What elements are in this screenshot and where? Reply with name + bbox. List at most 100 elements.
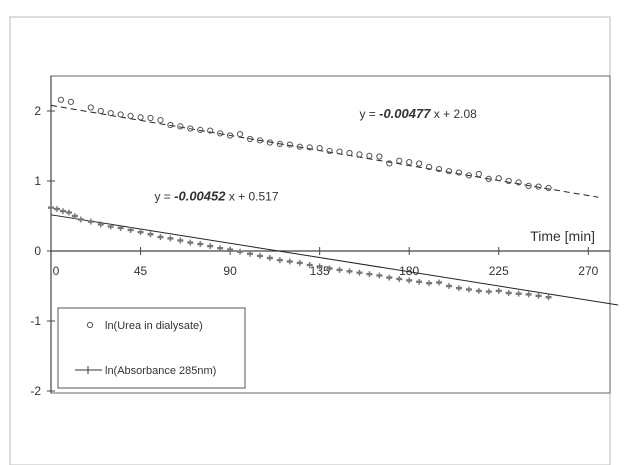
data-point-urea (306, 144, 313, 151)
data-point-urea (67, 98, 75, 106)
data-point-urea (336, 148, 343, 155)
data-point-absorbance (346, 268, 353, 275)
data-point-urea (147, 114, 154, 122)
data-point-absorbance (187, 239, 194, 246)
data-point-urea (545, 184, 552, 192)
x-tick-label: 270 (578, 264, 598, 278)
data-point-absorbance (446, 283, 452, 289)
data-point-absorbance (147, 231, 154, 238)
data-point-absorbance (256, 252, 263, 259)
x-tick-label: 45 (134, 264, 148, 278)
data-point-absorbance (217, 245, 224, 252)
x-tick-label: 225 (489, 264, 509, 278)
data-point-absorbance (197, 241, 204, 247)
data-point-absorbance (416, 278, 423, 285)
data-point-absorbance (59, 208, 66, 215)
data-point-absorbance (65, 209, 72, 216)
data-point-urea (57, 96, 65, 103)
y-tick-label: 0 (34, 244, 41, 258)
data-points (48, 96, 552, 301)
y-tick-label: 2 (34, 104, 41, 118)
data-point-absorbance (53, 206, 60, 212)
data-point-absorbance (137, 229, 144, 236)
data-point-urea (87, 104, 94, 111)
equation-annotations: y = -0.00477 x + 2.08 y = -0.00452 x + 0.… (154, 106, 477, 204)
data-point-urea (167, 121, 174, 129)
y-tick-label: 1 (34, 174, 41, 188)
data-point-urea (266, 139, 273, 146)
data-point-absorbance (87, 218, 94, 225)
data-point-absorbance (167, 235, 174, 242)
x-tick-label: 180 (399, 264, 419, 278)
data-point-absorbance (207, 243, 214, 250)
data-point-urea (137, 114, 144, 121)
data-point-urea (495, 175, 502, 182)
data-point-urea (326, 147, 333, 154)
y-tick-label: -2 (30, 384, 41, 398)
legend-box (57, 307, 246, 389)
data-point-absorbance (455, 285, 462, 292)
data-point-absorbance (485, 288, 492, 295)
data-point-urea (465, 172, 472, 179)
data-point-urea (187, 125, 194, 132)
data-point-urea (227, 132, 234, 139)
data-point-absorbance (495, 287, 502, 294)
data-point-absorbance (386, 274, 393, 281)
x-tick-label: 135 (310, 264, 330, 278)
data-point-urea (535, 183, 542, 190)
data-point-urea (515, 179, 522, 186)
data-point-urea (107, 110, 114, 117)
data-point-absorbance (266, 255, 273, 261)
data-point-urea (406, 159, 413, 166)
data-point-urea (485, 175, 492, 182)
data-point-urea (416, 160, 423, 167)
data-point-urea (525, 182, 532, 189)
data-point-absorbance (396, 276, 403, 282)
x-tick-label: 90 (223, 264, 237, 278)
data-point-absorbance (117, 224, 124, 231)
data-point-urea (316, 145, 323, 152)
data-point-urea (97, 107, 104, 115)
data-point-absorbance (326, 265, 333, 272)
data-point-absorbance (97, 221, 104, 228)
data-point-absorbance (107, 223, 114, 230)
legend-label-urea: ln(Urea in dialysate) (105, 320, 203, 332)
legend-label-absorbance: ln(Absorbance 285nm) (105, 365, 216, 377)
x-tick-label: 0 (53, 264, 60, 278)
figure-border (9, 16, 611, 465)
fit-line-urea (50, 104, 599, 198)
data-point-absorbance (157, 234, 164, 240)
data-point-absorbance (247, 250, 253, 257)
y-tick-label: -1 (30, 314, 41, 328)
data-point-absorbance (48, 204, 54, 211)
data-point-absorbance (465, 286, 472, 293)
data-point-absorbance (505, 290, 512, 296)
data-point-urea (127, 112, 134, 120)
data-point-urea (217, 130, 224, 137)
data-point-urea (356, 151, 363, 158)
data-point-absorbance (366, 271, 373, 278)
equation-eq-urea: y = -0.00477 x + 2.08 (359, 106, 477, 121)
data-point-absorbance (525, 291, 532, 298)
data-point-absorbance (237, 248, 244, 255)
data-point-urea (455, 169, 463, 176)
data-point-urea (296, 143, 303, 150)
data-point-urea (246, 135, 254, 143)
data-point-urea (435, 166, 443, 173)
equation-eq-abs: y = -0.00452 x + 0.517 (154, 189, 278, 204)
data-point-absorbance (227, 246, 234, 253)
data-point-absorbance (177, 237, 184, 244)
data-point-urea (386, 160, 393, 167)
data-point-absorbance (316, 263, 323, 270)
data-point-urea (396, 157, 403, 164)
data-point-urea (366, 152, 373, 159)
data-point-absorbance (436, 279, 443, 286)
data-point-urea (376, 153, 383, 160)
fit-line-absorbance (50, 214, 619, 306)
data-point-urea (286, 141, 293, 148)
data-point-urea (445, 168, 453, 175)
data-point-absorbance (535, 292, 542, 299)
data-point-absorbance (286, 258, 293, 265)
data-point-absorbance (426, 280, 433, 287)
data-point-absorbance (71, 213, 78, 219)
